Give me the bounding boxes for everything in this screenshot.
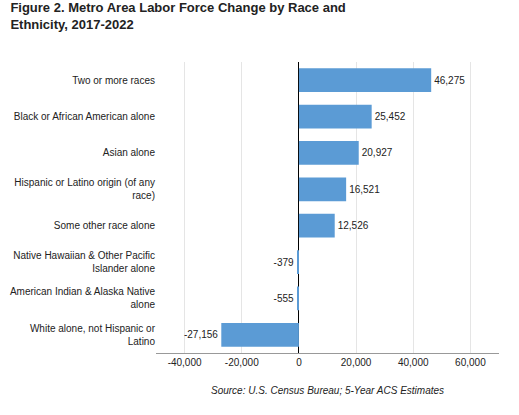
svg-text:Figure 2. Metro Area Labor For: Figure 2. Metro Area Labor Force Change … <box>10 0 345 32</box>
svg-text:Asian alone: Asian alone <box>103 147 156 158</box>
svg-text:-27,156: -27,156 <box>184 329 218 340</box>
svg-text:60,000: 60,000 <box>455 357 486 368</box>
svg-text:Two or more races: Two or more races <box>72 75 155 86</box>
svg-text:Black or African American alon: Black or African American alone <box>14 111 156 122</box>
svg-text:16,521: 16,521 <box>349 184 380 195</box>
svg-text:25,452: 25,452 <box>375 111 406 122</box>
svg-text:Source: U.S. Census Bureau; 5-: Source: U.S. Census Bureau; 5-Year ACS E… <box>211 385 444 396</box>
svg-text:40,000: 40,000 <box>398 357 429 368</box>
svg-text:-20,000: -20,000 <box>225 357 259 368</box>
svg-text:-555: -555 <box>274 293 294 304</box>
svg-text:46,275: 46,275 <box>434 75 465 86</box>
svg-text:-40,000: -40,000 <box>168 357 202 368</box>
svg-text:0: 0 <box>296 357 302 368</box>
svg-text:American Indian & Alaska Nativ: American Indian & Alaska Nativealone <box>10 286 156 310</box>
svg-text:20,927: 20,927 <box>362 147 393 158</box>
svg-text:Some other race alone: Some other race alone <box>54 220 156 231</box>
svg-text:12,526: 12,526 <box>338 220 369 231</box>
svg-text:Native Hawaiian & Other Pacifi: Native Hawaiian & Other PacificIslander … <box>13 250 155 274</box>
svg-text:-379: -379 <box>274 257 294 268</box>
svg-text:White alone, not Hispanic orLa: White alone, not Hispanic orLatino <box>30 323 156 347</box>
svg-text:Hispanic or Latino origin (of: Hispanic or Latino origin (of anyrace) <box>14 177 155 201</box>
svg-text:20,000: 20,000 <box>341 357 372 368</box>
